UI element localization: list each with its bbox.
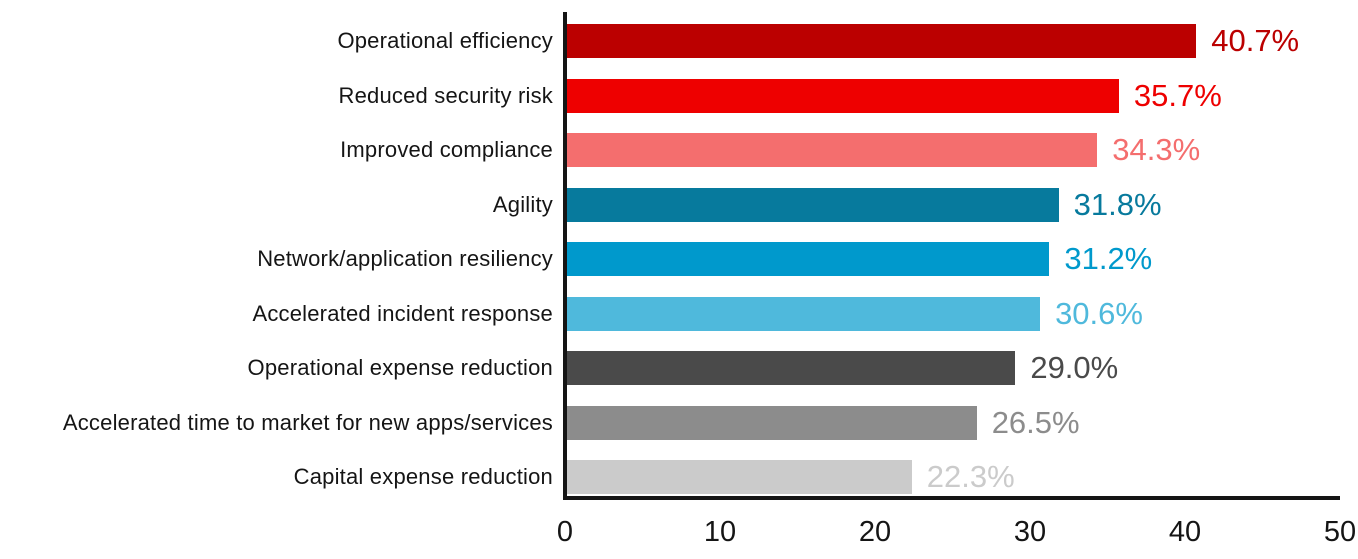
chart-row: Agility 31.8% [0, 186, 1340, 222]
value-label: 34.3% [1112, 132, 1201, 167]
x-axis-tick-label: 40 [1168, 516, 1202, 548]
bar-track: 34.3% [567, 133, 1340, 167]
bar [567, 351, 1016, 385]
bar [567, 460, 912, 494]
bar-track: 22.3% [567, 460, 1340, 494]
x-axis-tick-label: 30 [1013, 516, 1047, 548]
value-label: 40.7% [1211, 23, 1300, 58]
value-label: 30.6% [1055, 295, 1143, 331]
x-axis-tick-label: 20 [858, 516, 892, 548]
bar [567, 405, 977, 440]
x-axis-line [563, 496, 1340, 500]
y-axis-line [563, 12, 567, 500]
x-axis-tick-label: 50 [1323, 516, 1357, 548]
category-label: Network/application resiliency [257, 246, 553, 271]
bar-track: 40.7% [567, 24, 1340, 58]
chart-rows: Operational efficiency 40.7% Reduced secur… [0, 24, 1340, 494]
chart-row: Operational expense reduction 29.0% [0, 351, 1340, 385]
category-label: Improved compliance [340, 137, 553, 162]
bar [567, 296, 1041, 331]
bar-track: 31.8% [567, 186, 1340, 222]
category-label: Operational expense reduction [247, 355, 553, 380]
bar [567, 78, 1119, 113]
category-label: Accelerated time to market for new apps/… [62, 409, 553, 435]
bar [567, 187, 1059, 222]
category-label: Capital expense reduction [293, 464, 553, 489]
value-label: 35.7% [1133, 77, 1222, 113]
value-label: 26.5% [991, 404, 1080, 440]
chart-row: Improved compliance 34.3% [0, 133, 1340, 167]
bar-track: 31.2% [567, 242, 1340, 276]
chart-row: Network/application resiliency 31.2% [0, 242, 1340, 276]
x-axis-tick-label: 0 [556, 516, 574, 548]
bar [567, 133, 1098, 167]
category-label: Reduced security risk [338, 82, 553, 108]
chart-row: Accelerated incident response 30.6% [0, 295, 1340, 331]
bar-track: 29.0% [567, 351, 1340, 385]
x-axis-tick-label: 10 [703, 516, 737, 548]
bar-track: 26.5% [567, 404, 1340, 440]
chart-row: Operational efficiency 40.7% [0, 24, 1340, 58]
bar [567, 242, 1050, 276]
chart-row: Reduced security risk 35.7% [0, 77, 1340, 113]
bar-track: 35.7% [567, 77, 1340, 113]
category-label: Accelerated incident response [252, 300, 553, 326]
category-label: Agility [492, 191, 553, 217]
bar-track: 30.6% [567, 295, 1340, 331]
category-label: Operational efficiency [337, 28, 553, 53]
value-label: 31.8% [1073, 186, 1162, 222]
value-label: 22.3% [926, 459, 1015, 494]
chart-row: Accelerated time to market for new apps/… [0, 404, 1340, 440]
value-label: 29.0% [1030, 350, 1119, 385]
value-label: 31.2% [1064, 241, 1153, 276]
x-axis-tick-labels: 0 10 20 30 40 50 [557, 516, 1356, 550]
chart-row: Capital expense reduction 22.3% [0, 460, 1340, 494]
bar [567, 24, 1197, 58]
